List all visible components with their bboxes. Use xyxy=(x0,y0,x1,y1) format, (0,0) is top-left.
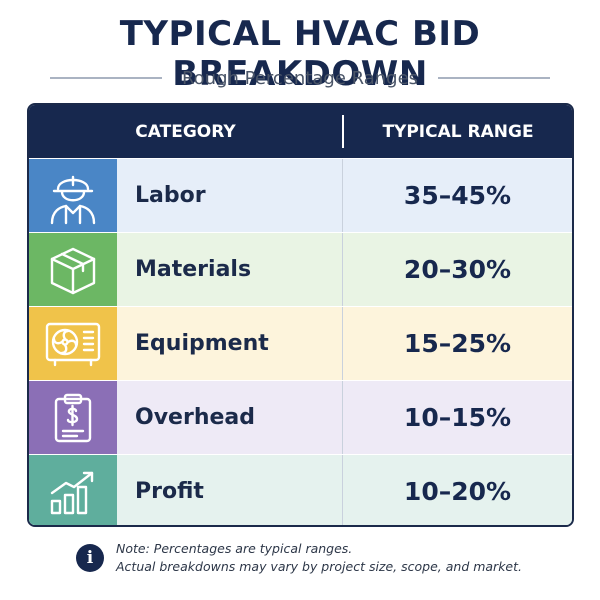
row-divider xyxy=(342,381,343,454)
bid-breakdown-table: CATEGORY TYPICAL RANGE Labor 35–45% xyxy=(27,103,574,527)
table-row: Labor 35–45% xyxy=(29,158,572,232)
row-icon-cell xyxy=(29,307,117,380)
row-icon-cell xyxy=(29,159,117,232)
footnote-line-1: Note: Percentages are typical ranges. xyxy=(116,541,353,556)
row-category: Overhead xyxy=(135,405,255,430)
column-header-category: CATEGORY xyxy=(135,121,236,142)
header-divider xyxy=(342,115,344,148)
growth-chart-icon xyxy=(46,465,100,519)
table-row: Overhead 10–15% xyxy=(29,380,572,454)
subtitle-rule-left xyxy=(49,77,162,79)
row-category: Profit xyxy=(135,479,204,504)
row-divider xyxy=(342,307,343,380)
row-range: 10–15% xyxy=(403,403,512,432)
table-row: Equipment 15–25% xyxy=(29,306,572,380)
box-icon xyxy=(46,243,100,297)
table-row: Profit 10–20% xyxy=(29,454,572,525)
row-range: 35–45% xyxy=(403,181,512,210)
subtitle-row: Rough Percentage Ranges xyxy=(0,66,600,90)
row-range: 10–20% xyxy=(403,477,512,506)
row-icon-cell xyxy=(29,455,117,525)
column-header-range: TYPICAL RANGE xyxy=(382,121,534,142)
table-row: Materials 20–30% xyxy=(29,232,572,306)
row-divider xyxy=(342,233,343,306)
footnote: i Note: Percentages are typical ranges. … xyxy=(76,540,586,576)
row-divider xyxy=(342,455,343,525)
invoice-clipboard-icon xyxy=(51,391,95,445)
row-icon-cell xyxy=(29,381,117,454)
row-range: 15–25% xyxy=(403,329,512,358)
page-subtitle: Rough Percentage Ranges xyxy=(181,67,419,89)
page-title: TYPICAL HVAC BID BREAKDOWN xyxy=(119,14,481,94)
row-range: 20–30% xyxy=(403,255,512,284)
row-category: Materials xyxy=(135,257,252,282)
hvac-unit-icon xyxy=(43,319,103,369)
row-divider xyxy=(342,159,343,232)
worker-hardhat-icon xyxy=(46,167,100,225)
table-header: CATEGORY TYPICAL RANGE xyxy=(29,105,572,158)
row-icon-cell xyxy=(29,233,117,306)
row-category: Labor xyxy=(135,183,206,208)
footnote-line-2: Actual breakdowns may vary by project si… xyxy=(116,559,522,574)
row-category: Equipment xyxy=(135,331,269,356)
info-icon: i xyxy=(76,544,104,572)
subtitle-rule-right xyxy=(438,77,551,79)
footnote-text: Note: Percentages are typical ranges. Ac… xyxy=(116,540,522,576)
